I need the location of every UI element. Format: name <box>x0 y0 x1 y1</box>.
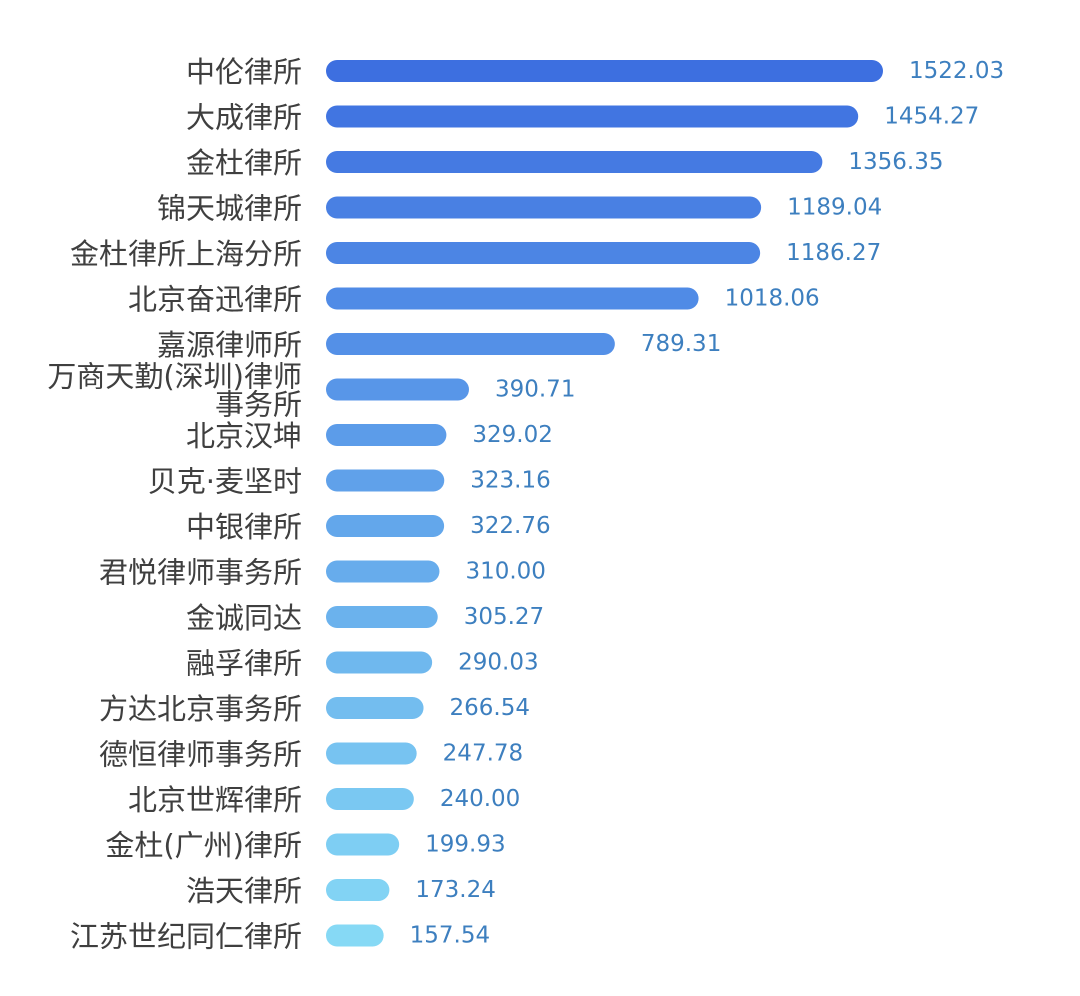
value-label: 322.76 <box>470 513 550 539</box>
category-label-line: 金杜律所 <box>186 146 302 180</box>
category-label-line: 江苏世纪同仁律所 <box>70 920 302 954</box>
bar <box>326 833 400 856</box>
value-label: 1356.35 <box>848 149 943 175</box>
bar <box>326 378 469 401</box>
value-label: 290.03 <box>458 650 538 676</box>
category-label: 锦天城律所 <box>157 192 302 226</box>
category-label: 贝克·麦坚时 <box>148 465 302 499</box>
value-label: 1454.27 <box>884 104 979 130</box>
bar <box>326 697 424 719</box>
category-label: 融孚律所 <box>186 647 302 681</box>
value-label: 1018.06 <box>725 286 820 312</box>
value-label: 173.24 <box>415 877 495 903</box>
category-label-line: 金诚同达 <box>186 601 302 635</box>
category-label-line: 中银律所 <box>186 510 302 544</box>
bar <box>326 60 883 82</box>
category-label: 君悦律师事务所 <box>99 556 302 590</box>
bar <box>326 515 445 537</box>
bar <box>326 879 390 901</box>
category-label-line: 中伦律所 <box>186 55 302 89</box>
bar <box>326 242 761 264</box>
category-label-line: 德恒律师事务所 <box>99 738 302 772</box>
category-label: 方达北京事务所 <box>99 692 302 726</box>
category-label-line: 浩天律所 <box>186 874 302 908</box>
category-label: 金诚同达 <box>186 601 302 635</box>
bar <box>326 287 699 310</box>
value-label: 157.54 <box>410 923 490 949</box>
value-label: 240.00 <box>440 786 520 812</box>
value-label: 323.16 <box>470 468 550 494</box>
category-label-line: 方达北京事务所 <box>99 692 302 726</box>
bar <box>326 469 445 492</box>
value-label: 199.93 <box>425 832 505 858</box>
value-label: 789.31 <box>641 331 721 357</box>
bar <box>326 651 433 674</box>
category-label-line: 金杜律所上海分所 <box>70 237 302 271</box>
category-label: 北京汉坤 <box>186 419 302 453</box>
category-label: 嘉源律师所 <box>157 328 302 362</box>
value-label: 305.27 <box>464 604 544 630</box>
value-label: 1522.03 <box>909 58 1004 84</box>
category-label: 万商天勤(深圳)律师事务所 <box>47 360 302 422</box>
category-label-line: 万商天勤(深圳)律师 <box>47 360 302 394</box>
category-label: 北京世辉律所 <box>128 783 302 817</box>
category-label-line: 锦天城律所 <box>157 192 302 226</box>
category-label: 中银律所 <box>186 510 302 544</box>
category-label: 德恒律师事务所 <box>99 738 302 772</box>
category-label-line: 君悦律师事务所 <box>99 556 302 590</box>
category-label-line: 嘉源律师所 <box>157 328 302 362</box>
category-label: 浩天律所 <box>186 874 302 908</box>
bar-series <box>326 60 883 947</box>
value-label: 310.00 <box>465 559 545 585</box>
value-label: 1186.27 <box>786 240 881 266</box>
category-labels: 中伦律所大成律所金杜律所锦天城律所金杜律所上海分所北京奋迅律所嘉源律师所万商天勤… <box>47 55 302 954</box>
category-label: 中伦律所 <box>186 55 302 89</box>
category-label-line: 融孚律所 <box>186 647 302 681</box>
category-label: 北京奋迅律所 <box>128 283 302 317</box>
category-label-line: 大成律所 <box>186 101 302 135</box>
bar <box>326 924 384 947</box>
category-label: 金杜(广州)律所 <box>105 829 302 863</box>
bar <box>326 788 414 810</box>
category-label: 金杜律所上海分所 <box>70 237 302 271</box>
bar <box>326 333 615 355</box>
category-label: 江苏世纪同仁律所 <box>70 920 302 954</box>
category-label-line: 北京汉坤 <box>186 419 302 453</box>
bar <box>326 105 859 128</box>
category-label: 金杜律所 <box>186 146 302 180</box>
value-label: 1189.04 <box>787 195 882 221</box>
category-label-line: 事务所 <box>215 388 302 422</box>
bar <box>326 196 762 219</box>
bar <box>326 560 440 583</box>
category-label-line: 北京世辉律所 <box>128 783 302 817</box>
value-label: 247.78 <box>443 741 523 767</box>
category-label: 大成律所 <box>186 101 302 135</box>
value-label: 390.71 <box>495 377 575 403</box>
bar <box>326 606 438 628</box>
bar <box>326 424 447 446</box>
bar <box>326 151 823 173</box>
value-label: 329.02 <box>472 422 552 448</box>
bar <box>326 742 417 765</box>
value-label: 266.54 <box>450 695 530 721</box>
category-label-line: 金杜(广州)律所 <box>105 829 302 863</box>
category-label-line: 北京奋迅律所 <box>128 283 302 317</box>
value-labels: 1522.03 1454.27 1356.35 1189.04 1186.27 1018.… <box>410 58 1004 949</box>
category-label-line: 贝克·麦坚时 <box>148 465 302 499</box>
